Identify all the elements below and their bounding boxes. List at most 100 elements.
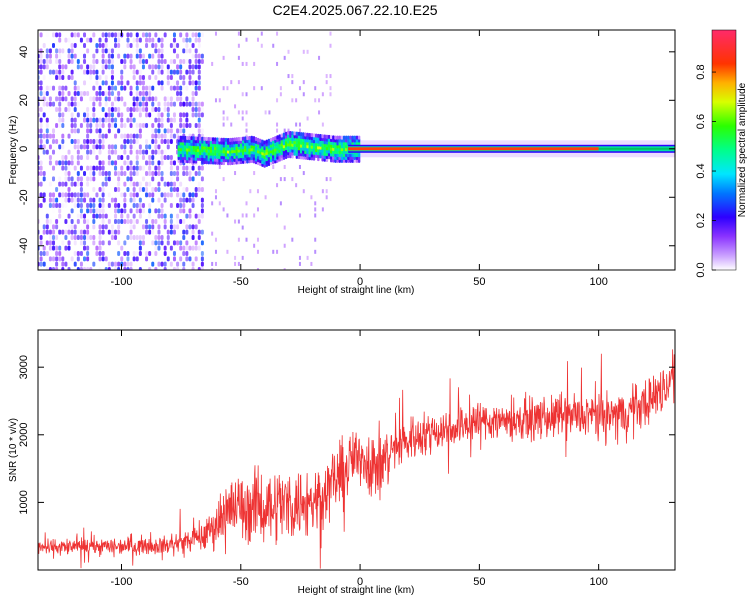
spectrogram-cell (58, 37, 62, 43)
spectrogram-cell (120, 256, 124, 262)
spectrogram-cell (197, 165, 201, 171)
spectrogram-cell (98, 85, 102, 91)
spectrogram-cell (129, 59, 133, 64)
spectrogram-cell (58, 203, 62, 208)
spectrogram-cell (117, 251, 121, 256)
spectrogram-cell (73, 197, 77, 203)
spectrogram-cell (98, 235, 102, 240)
spectrogram-cell (129, 267, 133, 270)
spectrogram-cell (70, 96, 74, 102)
spectrogram-cell (283, 128, 286, 133)
spectrogram-cell (200, 176, 204, 182)
spectrogram-cell (182, 171, 186, 176)
spectrogram-cell (191, 96, 195, 102)
spectrogram-cell (241, 225, 244, 230)
spectrogram-cell (70, 139, 74, 144)
spectrogram-cell (157, 144, 161, 150)
spectrogram-cell (61, 69, 65, 75)
spectrogram-cell (67, 171, 71, 176)
spectrogram-cell (48, 219, 52, 224)
spectrogram-cell (67, 53, 71, 59)
spectrogram-cell (211, 137, 215, 142)
spectrogram-cell (45, 91, 49, 96)
spectrogram-cell (110, 85, 114, 91)
spectrogram-cell (176, 224, 180, 230)
spectrogram-cell (70, 208, 74, 214)
spectrogram-cell (117, 176, 121, 182)
snr-xtick-label: 50 (473, 576, 485, 588)
spectrogram-cell (76, 144, 80, 150)
spectrogram-cell (298, 122, 301, 127)
spectrogram-cell (169, 171, 173, 176)
spectrogram-cell (211, 61, 214, 66)
spectrogram-cell (101, 139, 105, 144)
spectrogram-cell (39, 133, 43, 139)
spectrogram-cell (42, 251, 46, 256)
spectrogram-cell (185, 37, 189, 43)
spectrogram-cell (95, 139, 99, 144)
chart-title: C2E4.2025.067.22.10.E25 (272, 2, 437, 18)
spectrogram-cell (188, 192, 192, 198)
spectrogram-cell (302, 189, 305, 194)
spectrogram-cell (163, 128, 167, 134)
spectrogram-cell (325, 189, 328, 194)
spectrogram-cell (327, 134, 331, 139)
spectrogram-cell (194, 37, 198, 43)
spectrogram-cell (274, 136, 277, 141)
spectrogram-cell (163, 224, 167, 230)
spectrogram-cell (160, 123, 164, 128)
spectrogram-cell (179, 64, 183, 70)
spectrogram-cell (157, 80, 161, 86)
spectrogram-cell (312, 133, 316, 138)
spectrogram-cell (89, 139, 93, 144)
spectrogram-cell (123, 181, 127, 187)
spectrogram-cell (120, 112, 124, 118)
spectrogram-cell (98, 144, 102, 150)
spectrogram-cell (48, 133, 52, 139)
spectrogram-cell (45, 133, 49, 139)
spectrogram-cell (157, 149, 161, 155)
spectrogram-cell (276, 213, 279, 218)
spectrogram-cell (70, 181, 74, 187)
spectrogram-cell (157, 261, 161, 267)
spectrogram-cell (185, 187, 189, 192)
spectrogram-cell (276, 135, 279, 140)
spectrogram-cell (73, 240, 77, 246)
spectrogram-cell (129, 91, 133, 96)
spectrogram-cell (104, 59, 108, 64)
spectrogram-cell (83, 219, 87, 224)
spectrogram-cell (83, 235, 87, 240)
spectrogram-cell (169, 128, 173, 134)
spectrogram-cell (104, 48, 108, 54)
spectrogram-cell (151, 139, 155, 144)
spectrogram-cell (182, 229, 186, 235)
spectrogram-cell (67, 176, 71, 182)
spectrogram-cell (92, 59, 96, 64)
spectrogram-cell (157, 59, 161, 64)
spectrogram-cell (123, 85, 127, 91)
spectrogram-cell (166, 192, 170, 198)
spectrogram-cell (76, 229, 80, 235)
spectrogram-cell (166, 139, 170, 144)
spectrogram-cell (295, 122, 298, 127)
spectrogram-cell (185, 112, 189, 118)
spectrogram-cell (160, 53, 164, 59)
spectrogram-cell (222, 116, 225, 121)
spectrogram-cell (58, 91, 62, 96)
spectrogram-cell (104, 43, 108, 48)
spectrogram-cell (151, 64, 155, 70)
spectrogram-cell (55, 224, 59, 230)
spectrogram-cell (191, 165, 195, 171)
spectrogram-cell (172, 267, 176, 270)
spectrogram-cell (256, 189, 259, 194)
spectrogram-cell (123, 219, 127, 224)
spectrogram-cell (194, 32, 198, 38)
spectrogram-cell (58, 96, 62, 102)
spectrogram-cell (191, 203, 195, 208)
spectrogram-cell (172, 117, 176, 123)
spectrogram-cell (95, 59, 99, 64)
spectrogram-cell (218, 137, 221, 142)
spectrogram-cell (86, 235, 90, 240)
spectrogram-cell (45, 128, 49, 134)
spectrogram-cell (226, 86, 229, 91)
